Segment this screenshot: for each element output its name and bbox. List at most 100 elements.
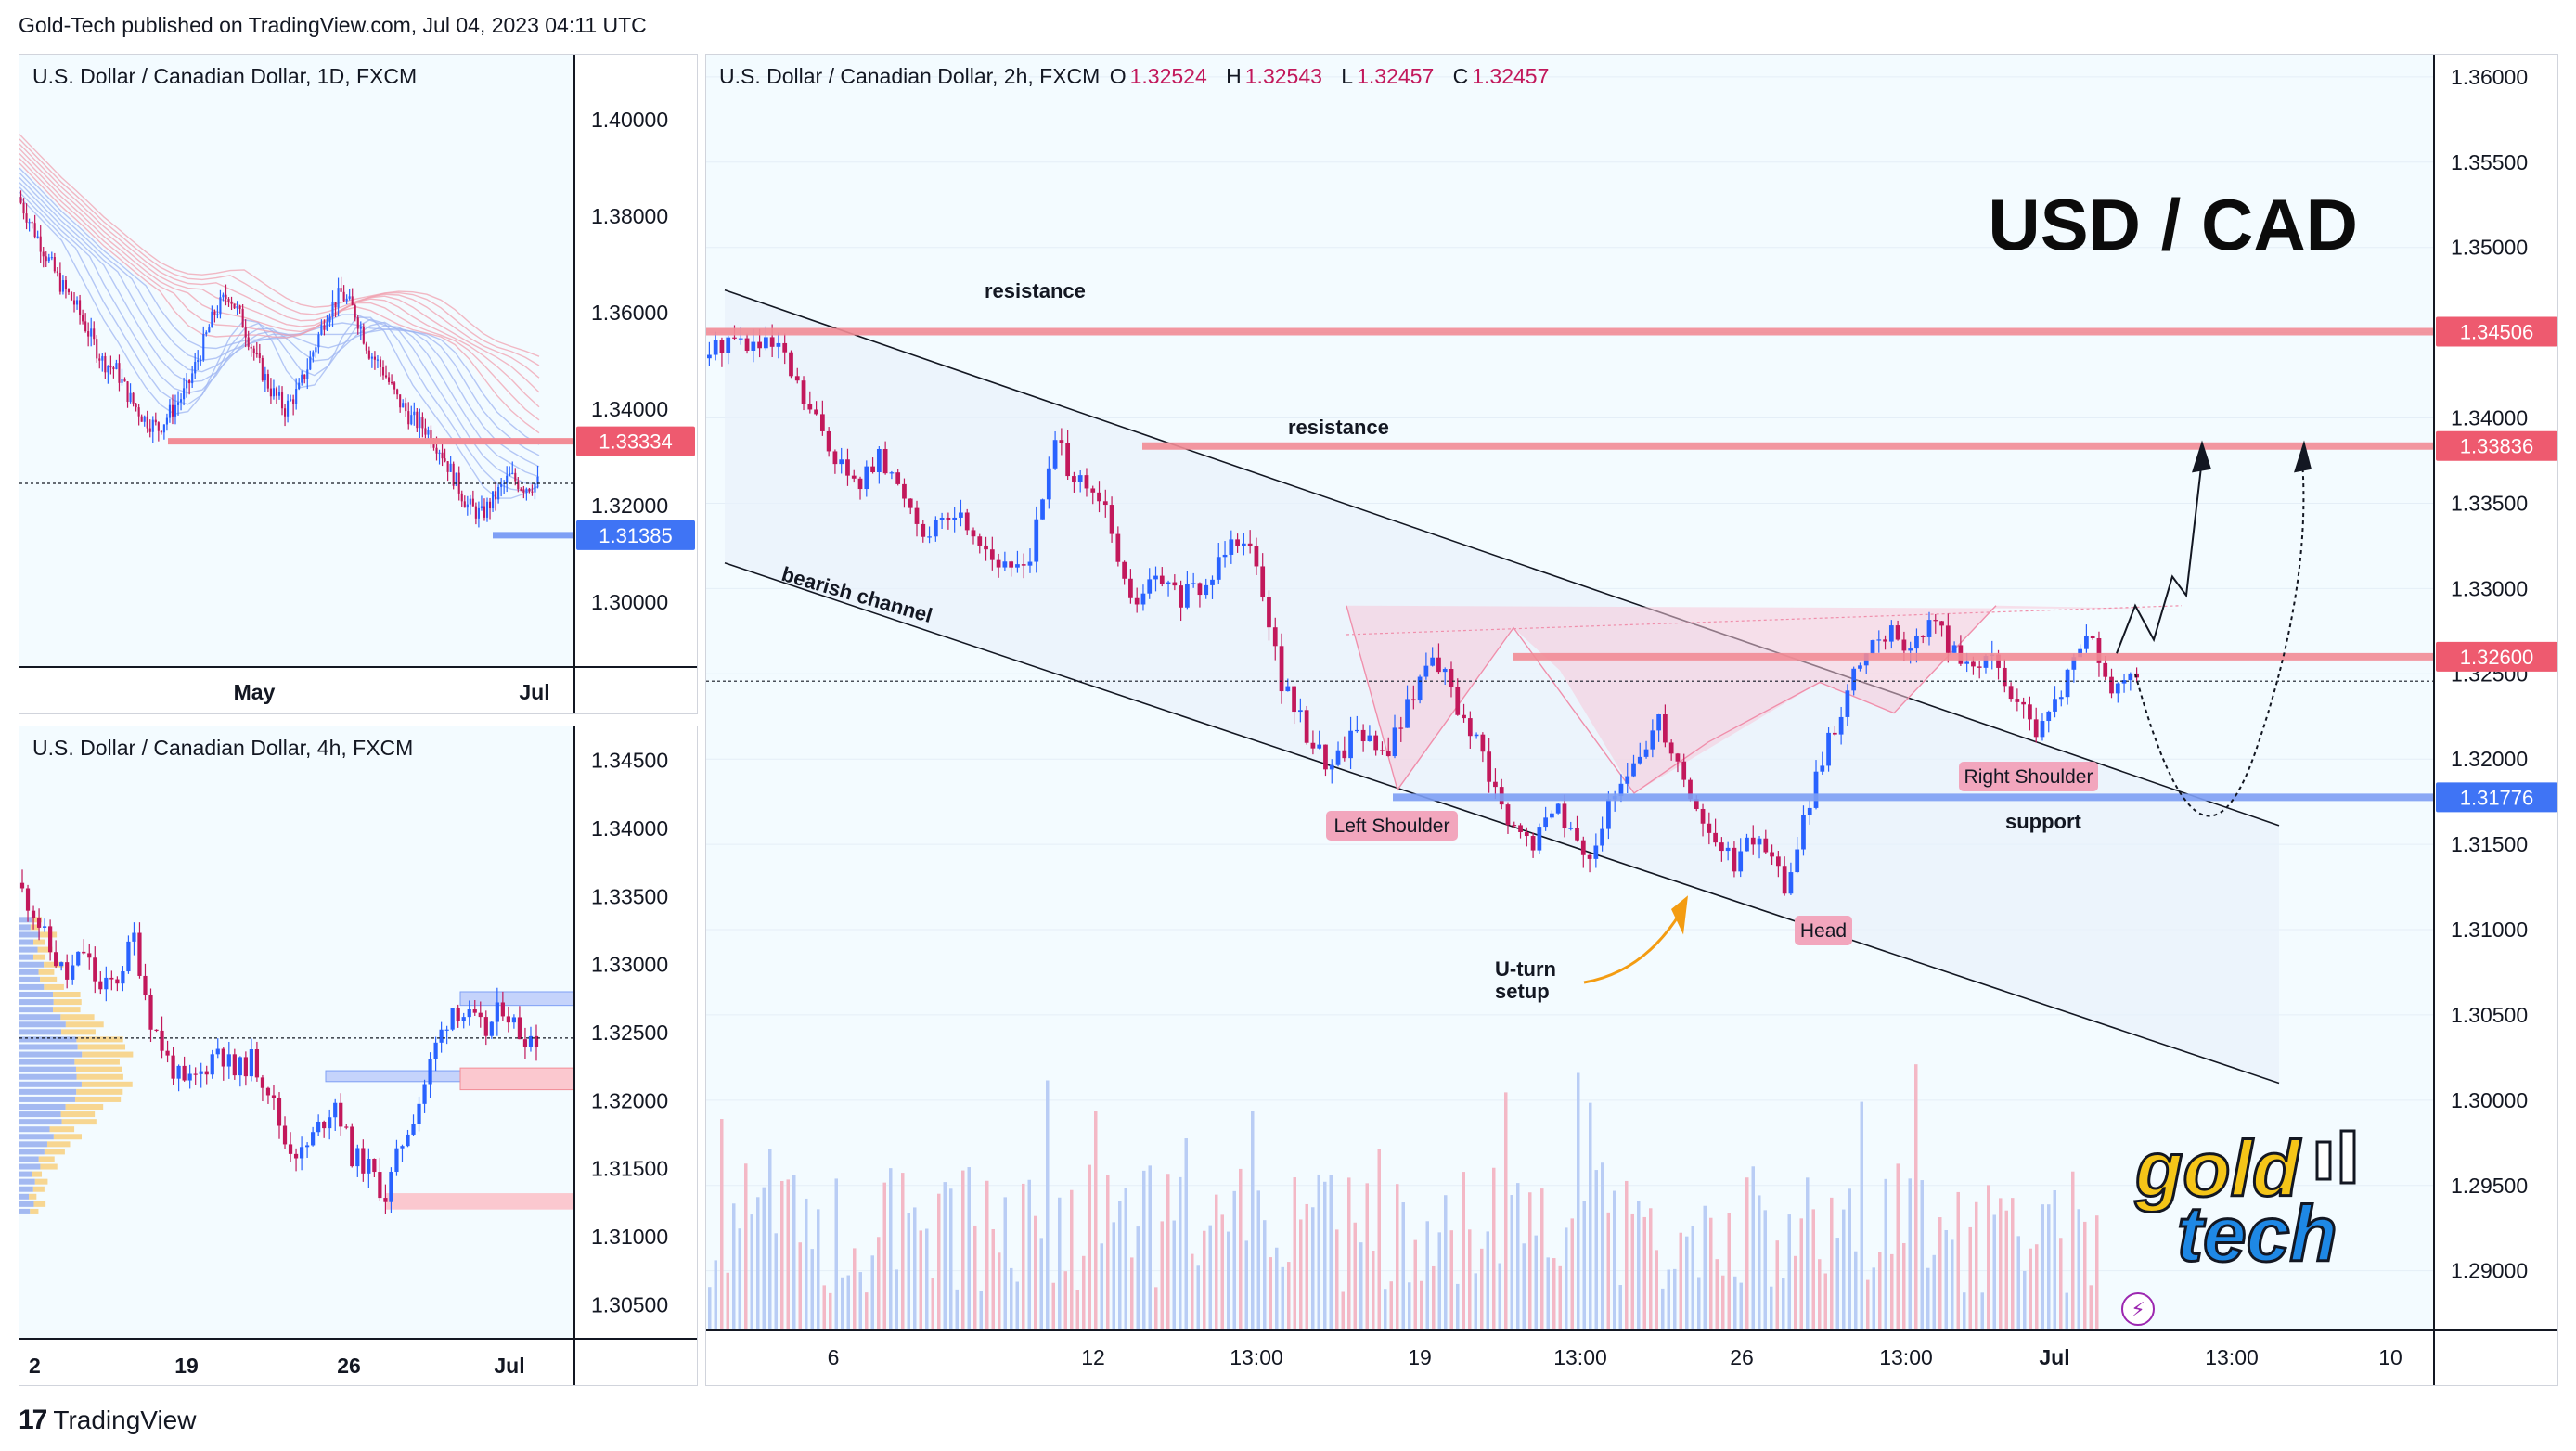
main-candle [1512, 825, 1517, 827]
daily-candle [365, 343, 367, 351]
main-candle [1493, 781, 1498, 788]
daily-candle [331, 302, 334, 317]
h4-chart[interactable]: 1.34500 1.34000 1.33500 1.33000 1.32500 1.320… [19, 726, 697, 1385]
h4-volume-profile-bar [33, 939, 45, 945]
main-volume-bar [810, 1249, 814, 1330]
main-2h-chart-panel[interactable]: resistance resistance support bearish chann… [705, 54, 2558, 1386]
main-candle [1279, 646, 1284, 692]
daily-candle [452, 463, 455, 486]
main-volume-bar [1329, 1175, 1333, 1330]
daily-candle [463, 501, 466, 508]
h4-candle [350, 1126, 354, 1167]
h4-volume-profile-bar [19, 1134, 54, 1140]
main-volume-bar [1220, 1214, 1224, 1330]
daily-plot-bg [19, 55, 574, 667]
main-candle [870, 466, 875, 473]
main-candle [1204, 584, 1209, 596]
daily-candle [151, 419, 154, 432]
main-volume-bar [1618, 1285, 1622, 1330]
main-candle [1643, 749, 1649, 757]
main-volume-bar [1203, 1230, 1206, 1330]
main-volume-bar [1589, 1102, 1592, 1330]
main-volume-bar [1679, 1232, 1682, 1330]
daily-candle [186, 379, 188, 389]
h4-candle [160, 1030, 164, 1051]
main-candle [1914, 636, 1919, 649]
main-candle [1342, 750, 1347, 759]
daily-candle [405, 403, 407, 412]
daily-candle [466, 504, 469, 508]
daily-chart-panel[interactable]: 1.40000 1.38000 1.36000 1.34000 1.32000 1.300… [19, 54, 698, 714]
main-volume-bar [1890, 1253, 1894, 1330]
daily-candle [370, 356, 373, 359]
h4-candle [467, 1008, 471, 1018]
h4-volume-profile-bar [44, 961, 64, 968]
main-volume-bar [949, 1188, 953, 1330]
main-candle [1618, 783, 1624, 797]
main-volume-bar [1721, 1275, 1725, 1330]
daily-candle [280, 392, 284, 409]
main-volume-bar [1498, 1263, 1501, 1330]
daily-candle [211, 311, 213, 328]
main-candle [851, 475, 857, 479]
daily-chart[interactable]: 1.40000 1.38000 1.36000 1.34000 1.32000 1.300… [19, 55, 697, 713]
h4-candle [500, 1002, 505, 1017]
main-volume-bar [1787, 1214, 1791, 1330]
daily-candle [191, 373, 194, 384]
daily-candle [506, 475, 509, 483]
daily-candle [252, 348, 255, 353]
h4-volume-profile-bar [19, 1044, 78, 1050]
h4-candle [226, 1054, 231, 1067]
ohlc-open-label: O [1109, 64, 1127, 88]
daily-candle [183, 388, 186, 400]
h4-candle [36, 918, 42, 928]
h4-volume-profile-bar [76, 1073, 123, 1080]
uturn-arrow-path [1583, 911, 1682, 984]
main-candle [1562, 803, 1567, 829]
main-volume-bar [1425, 1221, 1429, 1330]
daily-candle [430, 430, 432, 444]
main-volume-bar [1022, 1183, 1025, 1330]
main-volume-bar [1353, 1222, 1357, 1330]
main-candle [1738, 851, 1744, 872]
h4-candle [461, 1017, 466, 1021]
daily-candle [261, 357, 264, 381]
main-candle [1423, 665, 1429, 677]
h4-candle [495, 1002, 499, 1022]
daily-y-tick-label: 1.40000 [591, 108, 668, 132]
main-volume-bar [1051, 1282, 1055, 1330]
h4-x-tick-label: 19 [174, 1354, 199, 1378]
main-candle [1348, 730, 1353, 759]
h4-volume-profile-bar [40, 1163, 58, 1170]
main-candle [1888, 625, 1894, 642]
h4-chart-panel[interactable]: 1.34500 1.34000 1.33500 1.33000 1.32500 1.320… [19, 726, 698, 1386]
h4-volume-profile-bar [33, 1201, 46, 1207]
tradingview-logo[interactable]: 17 TradingView [19, 1405, 196, 1436]
main-volume-bar [1920, 1180, 1924, 1330]
main-candle [989, 549, 995, 560]
h4-volume-profile-bar [19, 1201, 34, 1207]
resistance-top-label: resistance [985, 279, 1086, 302]
main-volume-bar [1305, 1203, 1308, 1330]
main-candle [1410, 699, 1416, 701]
h4-candle [528, 1035, 534, 1047]
main-candle [1945, 625, 1951, 653]
daily-candle [64, 280, 68, 290]
h4-volume-profile-bar [60, 1014, 95, 1021]
main-volume-bar [1227, 1231, 1230, 1330]
h4-candle [254, 1049, 260, 1078]
main-volume-bar [919, 1230, 922, 1330]
h4-candle [109, 977, 114, 980]
daily-candle [480, 506, 483, 508]
main-candle [1908, 648, 1913, 651]
main-candle [1179, 585, 1183, 608]
main-volume-bar [1770, 1286, 1773, 1330]
daily-ema-ribbon-line [19, 148, 540, 393]
main-volume-bar [2077, 1209, 2080, 1330]
daily-candle [373, 356, 376, 360]
daily-candle [90, 328, 93, 337]
daily-candle [323, 325, 326, 330]
daily-candle [25, 213, 28, 223]
main-volume-bar [1244, 1240, 1248, 1330]
